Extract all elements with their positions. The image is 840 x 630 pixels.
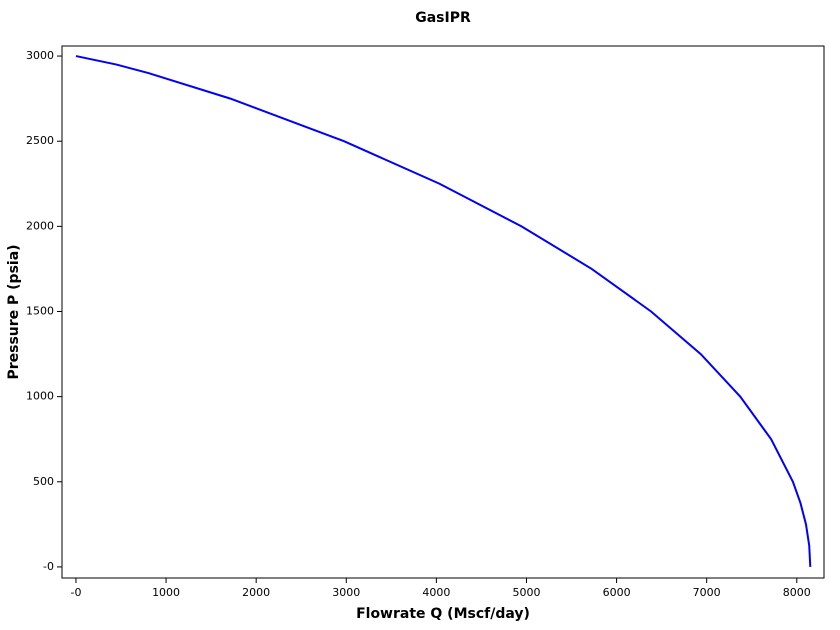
plot-frame (61, 45, 825, 579)
y-tick-label: 1000 (26, 390, 54, 403)
x-axis-label: Flowrate Q (Mscf/day) (356, 606, 530, 622)
x-tick-label: 7000 (693, 586, 721, 599)
x-tick-label: 2000 (242, 586, 270, 599)
x-tick-label: 5000 (512, 586, 540, 599)
x-tick-label: 6000 (603, 586, 631, 599)
y-tick-label: 2000 (26, 219, 54, 232)
y-tick-label: 1500 (26, 304, 54, 317)
chart-title: GasIPR (415, 10, 471, 26)
y-tick-label: 500 (33, 475, 54, 488)
data-line (75, 55, 812, 567)
x-tick-label: -0 (70, 586, 81, 599)
y-tick-label: 3000 (26, 49, 54, 62)
y-tick-label: 2500 (26, 134, 54, 147)
x-tick-label: 8000 (783, 586, 811, 599)
y-tick-label: -0 (43, 560, 54, 573)
x-tick-label: 4000 (422, 586, 450, 599)
x-tick-label: 1000 (152, 586, 180, 599)
y-axis-label: Pressure P (psia) (6, 244, 22, 379)
x-tick-label: 3000 (332, 586, 360, 599)
